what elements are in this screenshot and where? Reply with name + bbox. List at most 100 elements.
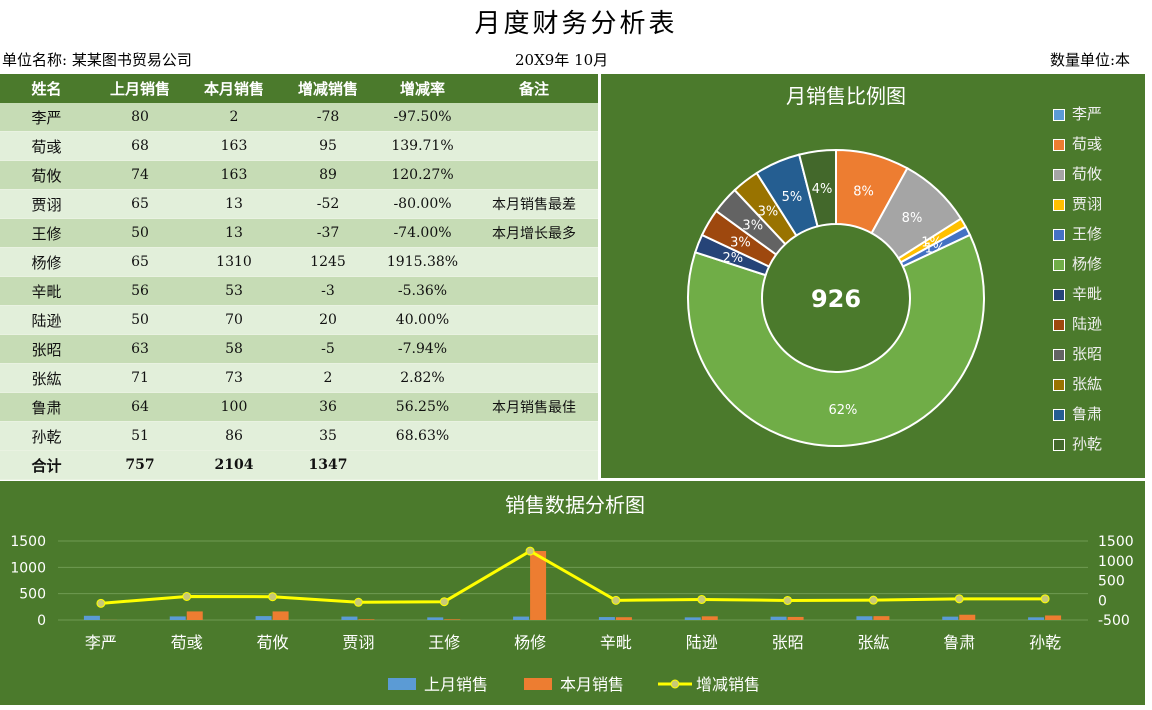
table-cell: -5.36% — [375, 276, 470, 306]
table-cell: 70 — [187, 305, 281, 335]
table-cell: 本月销售最佳 — [470, 392, 598, 422]
x-tick-label: 王修 — [428, 633, 460, 652]
table-row: 鲁肃 64 100 36 56.25% 本月销售最佳 — [0, 392, 598, 422]
legend-label: 杨修 — [1072, 255, 1103, 273]
table-row: 荀攸 74 163 89 120.27% — [0, 160, 598, 190]
pie-slice — [687, 233, 985, 447]
legend-item: 杨修 — [1053, 254, 1102, 274]
table-cell: -5 — [281, 334, 375, 364]
table-cell: 100 — [187, 392, 281, 422]
y-tick-right: 0 — [1098, 593, 1107, 609]
line-point — [439, 597, 449, 607]
table-cell: 本月增长最多 — [470, 218, 598, 248]
table-row: 荀彧 68 163 95 139.71% — [0, 131, 598, 161]
bar-mark — [272, 611, 289, 620]
table-cell: 陆逊 — [0, 305, 93, 335]
legend-label: 王修 — [1072, 225, 1103, 243]
legend-item: 贾诩 — [1053, 194, 1102, 214]
line-point — [868, 595, 878, 605]
pie-slice-label: 3% — [758, 204, 779, 219]
combo-chart: 0 500 1000 1500 -500 0 500 1000 1500 李严 荀彧 荀攸 贾诩 王修 杨修… — [10, 534, 1134, 694]
table-cell: 64 — [93, 392, 187, 422]
y-tick-left: 1500 — [10, 534, 46, 550]
table-cell: 王修 — [0, 218, 93, 248]
table-cell: 53 — [187, 276, 281, 306]
column-header: 姓名 — [0, 74, 93, 103]
sheet-title: 月度财务分析表 — [474, 9, 678, 39]
legend-item: 荀彧 — [1053, 134, 1102, 154]
x-tick-label: 鲁肃 — [943, 633, 975, 652]
x-tick-label: 孙乾 — [1029, 633, 1061, 652]
table-cell — [470, 247, 598, 277]
legend-label: 李严 — [1072, 105, 1103, 123]
bar-mark — [787, 616, 804, 620]
table-cell — [470, 421, 598, 451]
legend-item: 孙乾 — [1053, 434, 1102, 454]
table-cell: 杨修 — [0, 247, 93, 277]
bar-mark — [873, 616, 890, 620]
table-cell: 51 — [93, 421, 187, 451]
legend-swatch — [1053, 258, 1065, 271]
column-header: 备注 — [470, 74, 598, 103]
table-cell: 2.82% — [375, 363, 470, 393]
bar-chart-title: 销售数据分析图 — [505, 493, 645, 517]
legend-swatch — [1053, 288, 1065, 301]
legend-marker — [670, 679, 680, 689]
table-cell: -7.94% — [375, 334, 470, 364]
table-cell — [470, 334, 598, 364]
bar-mark — [513, 616, 530, 620]
table-cell: 1310 — [187, 247, 281, 277]
table-header: 姓名 上月销售 本月销售 增减销售 增减率 备注 — [0, 74, 598, 103]
pie-slice-label: 8% — [902, 211, 923, 226]
total-cell: 2104 — [187, 450, 281, 480]
table-cell: 张昭 — [0, 334, 93, 364]
unit-label: 数量单位:本 — [1050, 51, 1131, 69]
table-cell: 13 — [187, 189, 281, 219]
table-cell: 65 — [93, 247, 187, 277]
table-cell: 86 — [187, 421, 281, 451]
table-cell: 2 — [281, 363, 375, 393]
bar-mark — [444, 619, 461, 620]
table-cell: 1245 — [281, 247, 375, 277]
table-cell — [470, 305, 598, 335]
table-row: 孙乾 51 86 35 68.63% — [0, 421, 598, 451]
line-point — [268, 592, 278, 602]
column-header: 增减率 — [375, 74, 470, 103]
total-cell — [470, 450, 598, 480]
legend-label: 鲁肃 — [1072, 405, 1103, 423]
table-cell: 139.71% — [375, 131, 470, 161]
table-cell: 71 — [93, 363, 187, 393]
legend-label: 贾诩 — [1072, 195, 1103, 213]
line-point — [954, 594, 964, 604]
legend-item: 张昭 — [1053, 344, 1102, 364]
bar-mark — [615, 617, 632, 620]
y-tick-right: 1500 — [1098, 534, 1134, 550]
table-cell: -3 — [281, 276, 375, 306]
x-tick-label: 辛毗 — [600, 633, 632, 652]
legend-label: 辛毗 — [1072, 285, 1103, 303]
table-cell: 贾诩 — [0, 189, 93, 219]
line-point — [611, 595, 621, 605]
x-tick-label: 杨修 — [514, 633, 546, 652]
table-row: 张昭 63 58 -5 -7.94% — [0, 334, 598, 364]
legend-item: 陆逊 — [1053, 314, 1102, 334]
legend-label: 张昭 — [1072, 345, 1103, 363]
legend-label: 陆逊 — [1072, 315, 1103, 333]
table-cell: 89 — [281, 160, 375, 190]
legend-label: 增减销售 — [696, 675, 760, 694]
bar-mark — [530, 551, 547, 620]
y-tick-right: -500 — [1098, 613, 1130, 629]
total-cell: 757 — [93, 450, 187, 480]
pie-slice-label: 4% — [812, 182, 833, 197]
pie-slice-label: 3% — [742, 219, 763, 234]
column-header: 增减销售 — [281, 74, 375, 103]
x-tick-label: 贾诩 — [342, 633, 374, 652]
pie-slice — [797, 148, 837, 228]
bar-mark — [255, 616, 272, 620]
y-tick-right: 1000 — [1098, 554, 1134, 570]
table-cell: 68 — [93, 131, 187, 161]
legend-label: 上月销售 — [424, 675, 488, 694]
total-cell — [375, 450, 470, 480]
legend-item: 荀攸 — [1053, 164, 1102, 184]
legend-swatch — [1053, 348, 1065, 361]
